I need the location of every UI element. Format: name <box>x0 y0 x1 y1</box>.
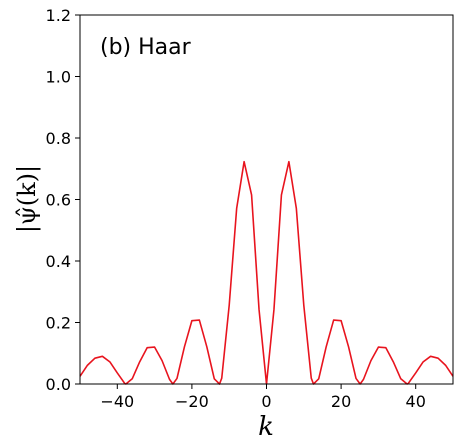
x-tick-label: 20 <box>331 392 351 411</box>
x-tick-label: 0 <box>261 392 271 411</box>
y-tick-label: 0.0 <box>46 375 71 394</box>
x-axis-label: k <box>258 412 274 442</box>
x-tick-label: −20 <box>175 392 209 411</box>
axes: −40 −20 0 20 40 0.0 0.2 0.4 0.6 0.8 1.0 1.2 <box>46 6 454 411</box>
series-line-0 <box>79 160 454 385</box>
y-tick-label: 0.4 <box>46 252 71 271</box>
plot-frame <box>79 14 454 385</box>
y-tick-label: 1.2 <box>46 6 71 25</box>
x-tick-label: 40 <box>406 392 426 411</box>
y-tick-label: 0.8 <box>46 129 71 148</box>
y-tick-label: 1.0 <box>46 68 71 87</box>
chart-annotation: (b) Haar <box>100 35 192 60</box>
plot-area <box>79 160 454 385</box>
y-axis-label: |ψ̂(k)| <box>13 165 42 233</box>
x-tick-label: −40 <box>100 392 134 411</box>
y-tick-label: 0.6 <box>46 191 71 210</box>
y-tick-label: 0.2 <box>46 314 71 333</box>
